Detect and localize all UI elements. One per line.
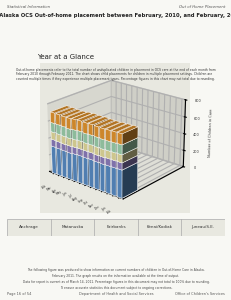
Text: Year at a Glance: Year at a Glance [37, 54, 93, 60]
Text: Out-of-home placements refer to the total number of unduplicated children in pla: Out-of-home placements refer to the tota… [16, 68, 215, 81]
Text: Kenai/Kodiak: Kenai/Kodiak [146, 225, 172, 229]
Text: Data for report is current as of March 14, 2011. Percentage figures in this docu: Data for report is current as of March 1… [22, 280, 209, 284]
Text: Page 16 of 54: Page 16 of 54 [7, 292, 31, 296]
Text: Juneau/S.E.: Juneau/S.E. [191, 225, 214, 229]
Text: The following figure was produced to show information on current numbers of chil: The following figure was produced to sho… [27, 268, 204, 272]
Text: Office of Children's Services: Office of Children's Services [174, 292, 224, 296]
Text: February 2011. The graph results on the information available at the time of out: February 2011. The graph results on the … [52, 274, 179, 278]
Text: Matanuska: Matanuska [61, 225, 83, 229]
Text: To ensure accurate statistics this document subject to ongoing corrections.: To ensure accurate statistics this docum… [60, 286, 171, 290]
Text: Department of Health and Social Services: Department of Health and Social Services [78, 292, 153, 296]
Text: Anchrage: Anchrage [19, 225, 39, 229]
Text: All Children in Alaska OCS Out-of-home placement between February, 2010, and Feb: All Children in Alaska OCS Out-of-home p… [0, 14, 231, 19]
Text: Statistical Information: Statistical Information [7, 4, 50, 8]
Text: Out of Home Placement: Out of Home Placement [178, 4, 224, 8]
Text: Fairbanks: Fairbanks [106, 225, 125, 229]
